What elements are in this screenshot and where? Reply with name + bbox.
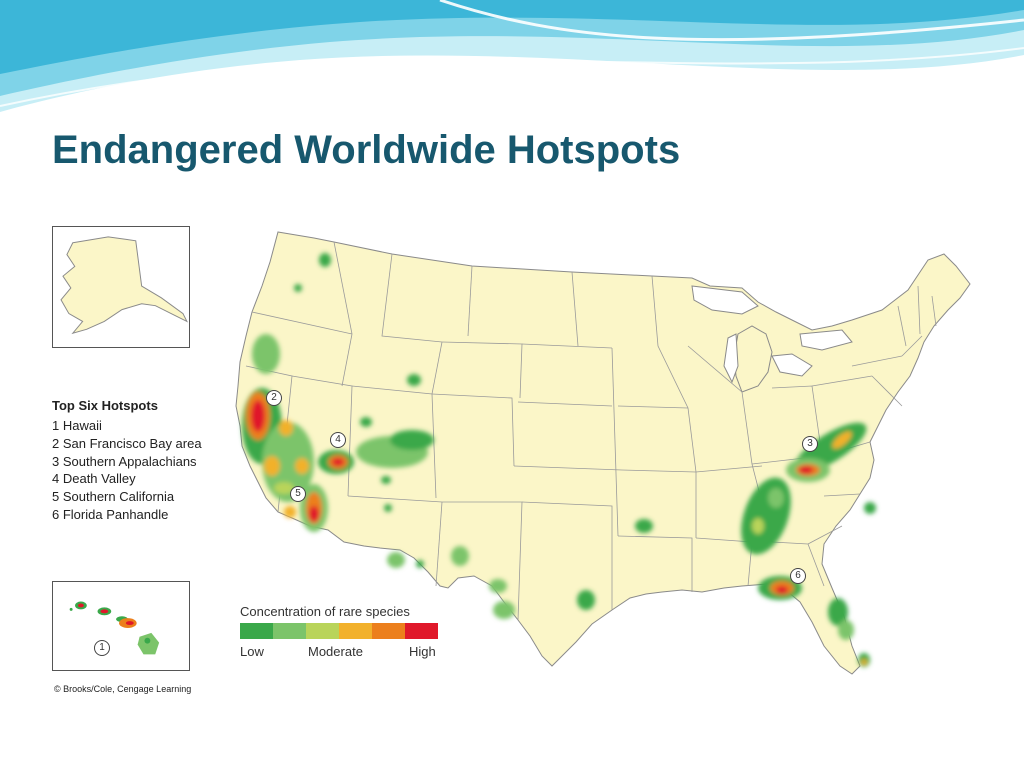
scale-swatch-6 (405, 623, 438, 639)
callout-sf-bay: 2 (266, 390, 282, 406)
great-lakes (691, 285, 853, 384)
legend-item: 3 Southern Appalachians (52, 453, 197, 469)
legend-item: 2 San Francisco Bay area (52, 435, 202, 451)
scale-label-moderate: Moderate (308, 644, 363, 659)
hotspot-map: Top Six Hotspots 1 Hawaii 2 San Francisc… (52, 226, 972, 702)
hotspot-layer (242, 253, 876, 667)
concentration-scale (240, 623, 438, 639)
callout-florida: 6 (790, 568, 806, 584)
hawaii-inset (52, 581, 190, 671)
legend-item: 6 Florida Panhandle (52, 506, 169, 522)
legend-title: Top Six Hotspots (52, 398, 158, 413)
page-title: Endangered Worldwide Hotspots (52, 128, 681, 172)
callout-death-valley: 4 (330, 432, 346, 448)
callout-socal: 5 (290, 486, 306, 502)
scale-swatch-5 (372, 623, 405, 639)
scale-swatch-3 (306, 623, 339, 639)
scale-title: Concentration of rare species (240, 604, 410, 619)
hawaii-islands (69, 601, 160, 655)
scale-swatch-2 (273, 623, 306, 639)
header-swoosh (0, 0, 1024, 112)
legend-item: 1 Hawaii (52, 418, 102, 433)
scale-label-high: High (409, 644, 436, 659)
callout-hawaii: 1 (94, 640, 110, 656)
scale-swatch-4 (339, 623, 372, 639)
legend-list: 1 Hawaii 2 San Francisco Bay area 3 Sout… (52, 417, 202, 524)
copyright-credit: © Brooks/Cole, Cengage Learning (54, 684, 192, 694)
legend-item: 5 Southern California (52, 489, 175, 505)
alaska-inset (52, 226, 190, 348)
us-map (235, 231, 971, 675)
legend-item: 4 Death Valley (52, 471, 136, 487)
alaska-shape (60, 236, 189, 335)
scale-label-low: Low (240, 644, 264, 659)
scale-swatch-1 (240, 623, 273, 639)
callout-appalachians: 3 (802, 436, 818, 452)
